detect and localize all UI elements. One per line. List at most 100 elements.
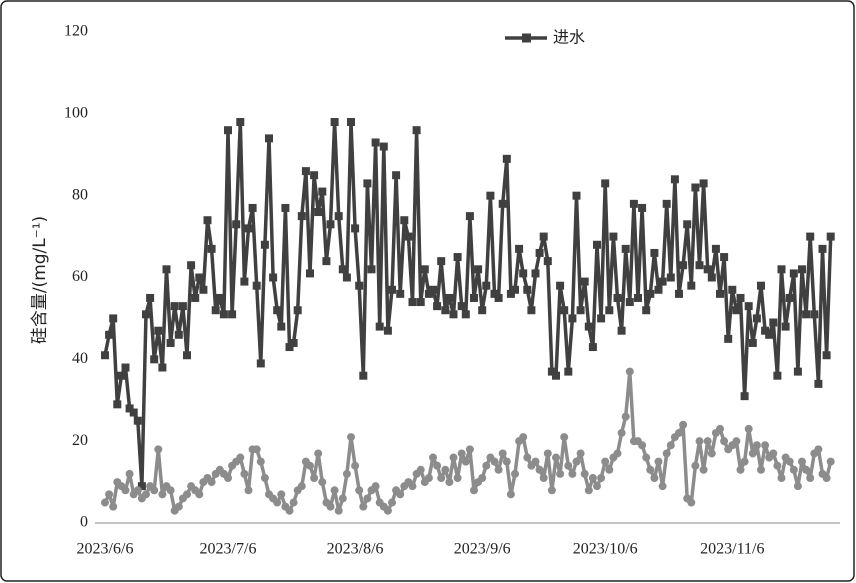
data-point bbox=[453, 253, 462, 262]
data-point bbox=[342, 469, 351, 478]
data-point bbox=[613, 449, 622, 458]
data-point bbox=[306, 461, 314, 470]
data-point bbox=[593, 240, 601, 249]
data-point bbox=[260, 473, 269, 482]
series-line bbox=[103, 120, 833, 488]
data-point bbox=[556, 281, 565, 290]
data-point bbox=[814, 379, 823, 388]
data-point bbox=[379, 142, 388, 151]
data-point bbox=[101, 351, 109, 360]
data-point bbox=[523, 453, 532, 462]
data-point bbox=[568, 469, 577, 478]
data-point bbox=[125, 404, 134, 413]
data-point bbox=[248, 203, 257, 212]
data-point bbox=[207, 478, 216, 487]
data-point bbox=[240, 277, 249, 286]
data-point bbox=[470, 293, 478, 302]
data-point bbox=[240, 469, 249, 478]
data-point bbox=[511, 285, 519, 294]
y-tick-label: 100 bbox=[64, 105, 88, 122]
data-point bbox=[662, 199, 671, 208]
y-axis-label: 硅含量/(mg/L⁻¹) bbox=[30, 216, 50, 344]
data-point bbox=[457, 302, 466, 311]
data-point bbox=[552, 453, 560, 462]
data-point bbox=[273, 306, 282, 315]
data-point bbox=[654, 457, 663, 466]
data-point bbox=[113, 400, 122, 409]
data-point bbox=[191, 293, 200, 302]
data-point bbox=[691, 183, 700, 192]
data-point bbox=[568, 314, 577, 323]
data-point bbox=[785, 293, 794, 302]
data-point bbox=[109, 502, 118, 511]
data-point bbox=[588, 343, 597, 352]
data-point bbox=[150, 486, 159, 495]
data-point bbox=[556, 469, 565, 478]
data-point bbox=[757, 465, 765, 474]
data-point bbox=[777, 265, 786, 274]
data-point bbox=[781, 322, 790, 331]
data-point bbox=[396, 289, 405, 298]
data-point bbox=[720, 253, 729, 262]
data-point bbox=[355, 281, 364, 290]
data-point bbox=[105, 330, 114, 339]
data-point bbox=[695, 261, 704, 270]
x-tick-label: 2023/9/6 bbox=[454, 541, 511, 558]
data-point bbox=[359, 502, 368, 511]
data-point bbox=[183, 351, 191, 360]
data-point bbox=[420, 265, 429, 274]
data-point bbox=[310, 171, 319, 180]
data-point bbox=[215, 293, 224, 302]
data-point bbox=[789, 269, 798, 278]
data-point bbox=[511, 469, 519, 478]
legend-label: 进水 bbox=[553, 28, 585, 47]
y-tick-label: 60 bbox=[72, 268, 88, 285]
data-point bbox=[375, 322, 384, 331]
data-point bbox=[142, 310, 150, 319]
data-point bbox=[732, 306, 741, 315]
data-point bbox=[716, 289, 724, 298]
data-point bbox=[777, 473, 786, 482]
data-point bbox=[609, 232, 618, 241]
data-point bbox=[383, 506, 392, 515]
data-point bbox=[154, 445, 163, 454]
data-point bbox=[564, 461, 573, 470]
data-point bbox=[576, 306, 585, 315]
data-point bbox=[580, 469, 589, 478]
data-point bbox=[711, 244, 720, 253]
data-point bbox=[506, 289, 515, 298]
data-point bbox=[166, 486, 175, 495]
data-point bbox=[806, 232, 815, 241]
data-point bbox=[117, 371, 126, 380]
data-point bbox=[793, 482, 802, 491]
data-point bbox=[720, 437, 729, 446]
data-point bbox=[293, 306, 302, 315]
data-point bbox=[724, 334, 733, 343]
data-point bbox=[728, 285, 737, 294]
data-point bbox=[326, 502, 335, 511]
data-point bbox=[494, 465, 503, 474]
data-point bbox=[621, 244, 630, 253]
data-point bbox=[330, 118, 339, 127]
data-point bbox=[318, 478, 327, 487]
data-point bbox=[523, 285, 532, 294]
data-point bbox=[584, 486, 593, 495]
data-point bbox=[256, 457, 265, 466]
data-point bbox=[703, 437, 712, 446]
data-point bbox=[166, 338, 175, 347]
data-point bbox=[638, 203, 647, 212]
data-point bbox=[482, 461, 491, 470]
data-point bbox=[675, 289, 683, 298]
data-point bbox=[474, 265, 483, 274]
data-point bbox=[342, 273, 351, 282]
data-point bbox=[289, 498, 298, 507]
data-point bbox=[158, 490, 167, 499]
data-point bbox=[219, 310, 228, 319]
data-point bbox=[502, 154, 511, 163]
data-point bbox=[470, 486, 478, 495]
data-point bbox=[826, 457, 835, 466]
data-point bbox=[736, 293, 745, 302]
data-point bbox=[757, 281, 765, 290]
data-point bbox=[424, 289, 433, 298]
